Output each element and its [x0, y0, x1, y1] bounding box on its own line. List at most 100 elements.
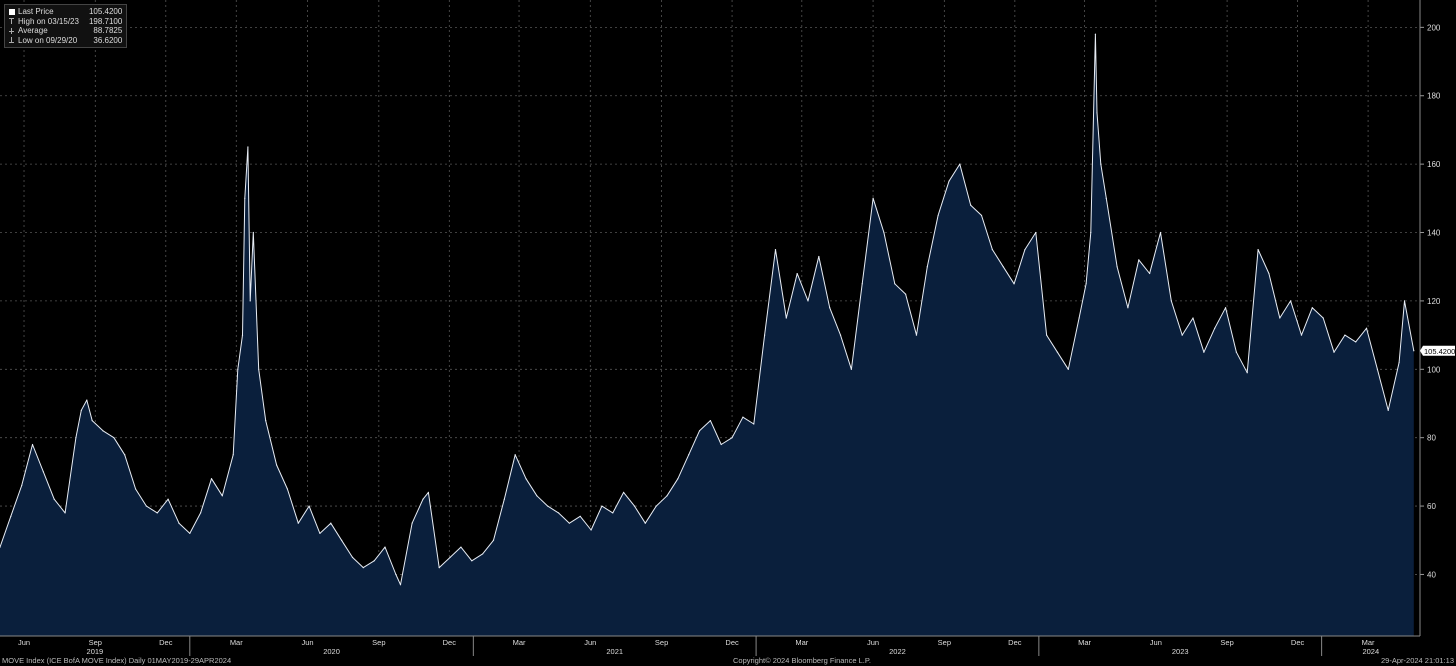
data-point — [252, 231, 254, 234]
data-point — [1333, 351, 1335, 353]
data-point — [688, 454, 690, 456]
data-point — [1138, 259, 1140, 261]
data-point — [980, 214, 983, 217]
x-tick-label: Dec — [159, 638, 173, 647]
x-tick-label: Sep — [655, 638, 668, 647]
data-point — [633, 505, 636, 507]
data-point — [579, 515, 581, 517]
data-point — [42, 471, 44, 473]
data-point — [1159, 231, 1162, 234]
x-tick-label: Mar — [795, 638, 808, 647]
data-point — [536, 495, 538, 497]
data-point — [330, 522, 332, 524]
data-point — [601, 505, 603, 507]
data-point — [503, 498, 505, 500]
x-tick-label: Jun — [302, 638, 314, 647]
data-point — [1398, 361, 1400, 364]
y-tick-label: 180 — [1427, 92, 1441, 101]
data-point — [623, 491, 625, 493]
data-point — [764, 334, 766, 336]
data-point — [1387, 409, 1389, 411]
data-point — [373, 560, 375, 562]
data-point — [10, 515, 12, 517]
x-tick-label: Mar — [1362, 638, 1375, 647]
data-point — [557, 512, 560, 514]
data-point — [525, 478, 527, 480]
data-point — [286, 488, 289, 490]
data-point — [709, 419, 711, 422]
legend-low: Low on 09/29/20 36.6200 — [9, 36, 122, 46]
data-point — [362, 567, 364, 569]
data-point — [514, 454, 516, 456]
year-label: 2021 — [606, 647, 623, 656]
data-point — [1127, 307, 1129, 309]
data-point — [666, 495, 668, 497]
y-axis: 40 60 80 100 120 140 160 180 200 105.4200 — [1419, 0, 1455, 636]
x-tick-label: Jun — [1150, 638, 1162, 647]
data-point — [796, 272, 798, 275]
legend-last-value: 105.4200 — [88, 7, 123, 16]
data-point — [1257, 249, 1259, 251]
x-tick-label: Dec — [443, 638, 457, 647]
data-point — [720, 443, 722, 446]
data-point — [411, 522, 413, 524]
data-point — [1013, 283, 1015, 285]
data-point — [275, 464, 278, 466]
year-label: 2023 — [1172, 647, 1189, 656]
x-tick-label: Sep — [89, 638, 102, 647]
data-point — [1224, 307, 1227, 309]
x-tick-label: Jun — [18, 638, 30, 647]
data-point — [124, 454, 126, 456]
data-point — [1235, 351, 1237, 353]
data-point — [64, 512, 66, 514]
data-point — [655, 505, 657, 507]
data-point — [241, 334, 244, 336]
footer-copyright: Copyright© 2024 Bloomberg Finance L.P. — [733, 656, 871, 665]
data-point — [210, 478, 213, 480]
last-value-tag: 105.4200 — [1420, 345, 1455, 356]
data-point — [926, 266, 928, 268]
data-point — [395, 573, 397, 576]
data-point — [753, 423, 755, 425]
data-point — [1344, 334, 1346, 336]
x-tick-label: Mar — [230, 638, 243, 647]
data-point — [568, 522, 570, 524]
y-tick-label: 140 — [1427, 229, 1441, 238]
high-marker-icon — [9, 18, 15, 25]
data-point — [839, 334, 842, 336]
y-tick-label: 200 — [1427, 23, 1441, 32]
data-point — [438, 567, 440, 569]
x-tick-label: Sep — [938, 638, 951, 647]
data-point — [156, 512, 158, 514]
year-label: 2024 — [1362, 647, 1379, 656]
legend-high-value: 198.7100 — [88, 16, 123, 26]
data-point — [189, 532, 191, 535]
data-point — [677, 478, 679, 480]
data-point — [232, 454, 234, 456]
data-point — [75, 437, 77, 439]
data-point — [590, 529, 592, 531]
data-point — [80, 409, 82, 411]
data-point — [308, 505, 310, 507]
data-point — [991, 249, 993, 251]
data-point — [970, 204, 972, 206]
data-point — [807, 300, 809, 302]
data-point — [1116, 266, 1118, 268]
data-point — [1067, 368, 1069, 370]
data-point — [1413, 350, 1415, 352]
data-point — [905, 293, 907, 295]
last-value-tag-background — [1420, 345, 1455, 356]
data-point — [482, 553, 484, 555]
data-point — [1355, 341, 1357, 343]
data-point — [1246, 372, 1248, 374]
y-tick-label: 60 — [1427, 502, 1436, 511]
data-point — [200, 512, 202, 514]
data-point — [449, 556, 451, 558]
x-tick-label: Sep — [1220, 638, 1233, 647]
y-tick-label: 40 — [1427, 570, 1436, 579]
y-tick-label: 80 — [1427, 434, 1436, 443]
legend-high: High on 03/15/23 198.7100 — [9, 17, 122, 27]
data-point — [1085, 283, 1087, 285]
data-point — [829, 307, 831, 309]
